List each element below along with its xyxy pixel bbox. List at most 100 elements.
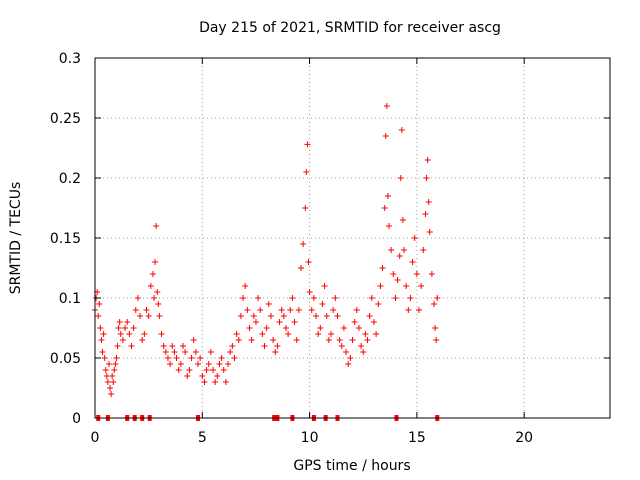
data-point xyxy=(184,373,191,379)
data-point xyxy=(424,157,431,163)
data-point xyxy=(383,103,390,109)
data-point xyxy=(265,301,272,307)
data-point xyxy=(201,379,208,385)
data-point xyxy=(377,283,384,289)
data-point xyxy=(394,277,401,283)
data-point xyxy=(104,379,111,385)
data-point xyxy=(315,331,322,337)
data-point xyxy=(323,313,330,319)
data-point xyxy=(405,307,412,313)
data-point xyxy=(246,325,253,331)
data-point xyxy=(216,361,223,367)
data-point xyxy=(167,361,174,367)
data-point xyxy=(147,283,154,289)
data-point xyxy=(349,337,356,343)
data-point xyxy=(368,295,375,301)
data-point xyxy=(99,349,106,355)
data-point xyxy=(434,295,441,301)
data-point xyxy=(222,379,229,385)
data-point xyxy=(151,295,158,301)
x-tick-label: 10 xyxy=(301,430,319,446)
data-point xyxy=(197,355,204,361)
x-tick-label: 0 xyxy=(91,430,100,446)
data-point xyxy=(154,289,161,295)
data-point xyxy=(101,355,108,361)
data-point xyxy=(355,325,362,331)
data-point xyxy=(203,367,210,373)
data-point xyxy=(114,343,121,349)
data-point xyxy=(242,283,249,289)
data-point xyxy=(345,361,352,367)
data-point xyxy=(423,175,430,181)
data-point xyxy=(282,325,289,331)
data-point xyxy=(334,313,341,319)
data-point xyxy=(321,283,328,289)
data-point xyxy=(149,271,156,277)
data-point xyxy=(433,337,440,343)
data-point xyxy=(425,199,432,205)
data-point xyxy=(199,373,206,379)
data-point xyxy=(212,379,219,385)
data-point xyxy=(261,343,268,349)
data-point xyxy=(272,349,279,355)
data-point xyxy=(103,373,110,379)
data-point xyxy=(153,223,160,229)
data-layer xyxy=(92,103,441,421)
data-point xyxy=(229,343,236,349)
data-point xyxy=(379,265,386,271)
data-point xyxy=(119,337,126,343)
data-point xyxy=(233,331,240,337)
data-point xyxy=(340,325,347,331)
data-point xyxy=(300,241,307,247)
data-point xyxy=(231,355,238,361)
data-point xyxy=(306,289,313,295)
data-point xyxy=(310,295,317,301)
data-point xyxy=(139,337,146,343)
data-point xyxy=(108,391,115,397)
data-point xyxy=(364,337,371,343)
data-point xyxy=(110,379,117,385)
data-point xyxy=(145,313,152,319)
data-point xyxy=(382,133,389,139)
data-point xyxy=(362,331,369,337)
data-point xyxy=(117,331,124,337)
data-point xyxy=(285,331,292,337)
data-point xyxy=(330,307,337,313)
data-point xyxy=(162,349,169,355)
data-point xyxy=(220,367,227,373)
data-point xyxy=(317,325,324,331)
data-point xyxy=(384,193,391,199)
y-tick-label: 0.05 xyxy=(50,351,81,367)
data-point xyxy=(259,331,266,337)
data-point xyxy=(332,295,339,301)
data-point xyxy=(109,373,116,379)
data-point xyxy=(270,337,277,343)
data-point xyxy=(175,367,182,373)
data-point xyxy=(338,343,345,349)
data-point xyxy=(426,229,433,235)
tick-labels: 0 5 10 15 20 0 0.05 0.1 0.15 0.2 0.25 0.3 xyxy=(50,51,533,446)
data-point xyxy=(195,361,201,367)
data-point xyxy=(210,367,217,373)
data-point xyxy=(304,141,311,148)
data-point xyxy=(177,361,184,367)
x-tick-label: 20 xyxy=(515,430,533,446)
data-point xyxy=(319,301,326,307)
data-point xyxy=(164,355,171,361)
data-point xyxy=(250,313,257,319)
data-point xyxy=(303,169,310,175)
data-point xyxy=(278,307,285,313)
data-point xyxy=(237,313,244,319)
data-point xyxy=(255,295,262,301)
data-point xyxy=(409,259,416,265)
data-point xyxy=(399,217,406,223)
data-point xyxy=(360,349,367,355)
data-point xyxy=(381,205,388,211)
data-point xyxy=(353,307,360,313)
y-tick-label: 0 xyxy=(72,411,81,427)
data-point xyxy=(126,331,133,337)
data-point xyxy=(351,319,358,325)
data-point xyxy=(137,313,144,319)
data-point xyxy=(156,313,163,319)
data-point xyxy=(248,337,255,343)
